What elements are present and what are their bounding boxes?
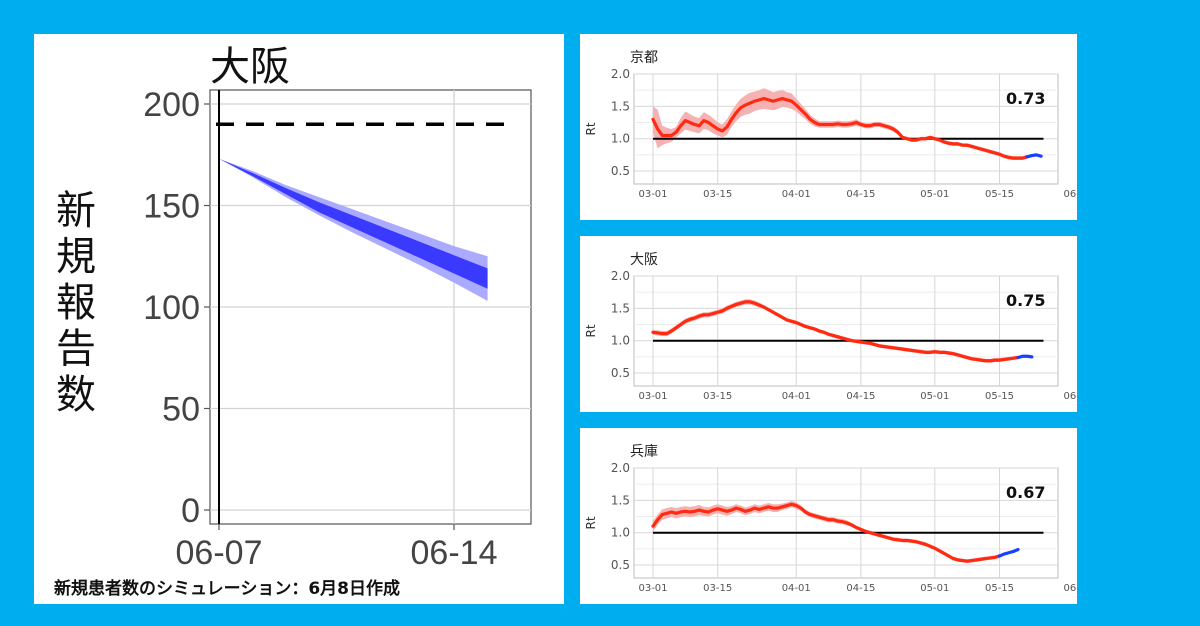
rt-y-tick-label: 1.5 bbox=[611, 99, 630, 113]
rt-latest-value: 0.67 bbox=[1006, 483, 1045, 502]
rt-recent-line bbox=[1025, 153, 1043, 159]
rt-y-tick-label: 1.0 bbox=[611, 132, 630, 146]
main-chart-panel: 0 50 100 150 200 06-07 06-14 大阪新規報告数 新規患者数のシミュレ… bbox=[34, 34, 564, 604]
rt-panel-title: 京都 bbox=[630, 50, 658, 66]
y-tick-label: 200 bbox=[143, 86, 200, 124]
rt-y-tick-label: 2.0 bbox=[611, 67, 630, 81]
rt-x-tick-label: 06-01 bbox=[1064, 391, 1077, 402]
rt-x-tick-label: 04-01 bbox=[782, 583, 811, 594]
rt-x-tick-label: 03-15 bbox=[703, 391, 732, 402]
rt-panel-title: 大阪 bbox=[630, 252, 658, 268]
y-tick-label: 0 bbox=[181, 492, 200, 530]
rt-y-tick-label: 0.5 bbox=[611, 164, 630, 178]
rt-x-tick-label: 04-15 bbox=[846, 391, 875, 402]
rt-chart-hyogo: 兵庫 0.5 1.0 1.5 2.0 03-01 03-15 04-01 04-15 05-01 0… bbox=[584, 443, 1077, 594]
rt-x-tick-label: 06-01 bbox=[1064, 189, 1077, 200]
rt-x-tick-label: 04-01 bbox=[782, 391, 811, 402]
rt-panel-osaka: 大阪 0.5 1.0 1.5 2.0 03-01 03-15 04-01 04-15 05-01 0… bbox=[580, 236, 1077, 412]
rt-estimate-line bbox=[651, 96, 1029, 160]
y-axis-label: 新規報告数 bbox=[49, 189, 95, 419]
rt-x-tick-label: 05-15 bbox=[985, 391, 1014, 402]
rt-recent-line bbox=[1016, 354, 1034, 360]
rt-y-axis-label: Rt bbox=[584, 516, 598, 529]
rt-estimate-line bbox=[651, 300, 1020, 363]
rt-panel-hyogo: 兵庫 0.5 1.0 1.5 2.0 03-01 03-15 04-01 04-15 05-01 0… bbox=[580, 428, 1077, 604]
rt-latest-value: 0.75 bbox=[1006, 291, 1045, 310]
rt-y-tick-label: 1.0 bbox=[611, 526, 630, 540]
rt-panel-title: 兵庫 bbox=[630, 443, 658, 460]
rt-panel-kyoto: 京都 0.5 1.0 1.5 2.0 03-01 03-15 04-01 04-15 05-01 0… bbox=[580, 34, 1077, 220]
y-tick-label: 100 bbox=[143, 289, 200, 327]
rt-x-tick-label: 05-15 bbox=[985, 583, 1014, 594]
rt-y-axis-label: Rt bbox=[584, 122, 598, 135]
rt-chart-osaka: 大阪 0.5 1.0 1.5 2.0 03-01 03-15 04-01 04-15 05-01 0… bbox=[584, 252, 1077, 402]
y-tick-label: 150 bbox=[143, 188, 200, 226]
chart-caption: 新規患者数のシミュレーション：6月8日作成 bbox=[54, 579, 400, 599]
chart-title: 大阪 bbox=[210, 44, 290, 90]
rt-y-tick-label: 2.0 bbox=[611, 461, 630, 475]
rt-chart-kyoto: 京都 0.5 1.0 1.5 2.0 03-01 03-15 04-01 04-15 05-01 0… bbox=[584, 50, 1077, 200]
rt-y-tick-label: 1.0 bbox=[611, 334, 630, 348]
rt-x-tick-label: 05-15 bbox=[985, 189, 1014, 200]
rt-y-tick-label: 0.5 bbox=[611, 558, 630, 572]
rt-y-tick-label: 1.5 bbox=[611, 301, 630, 315]
rt-x-tick-label: 03-01 bbox=[638, 583, 667, 594]
rt-x-tick-label: 03-01 bbox=[638, 189, 667, 200]
rt-recent-line bbox=[997, 547, 1020, 558]
rt-latest-value: 0.73 bbox=[1006, 89, 1045, 108]
rt-x-tick-label: 05-01 bbox=[920, 391, 949, 402]
rt-uncertainty-band bbox=[653, 501, 1000, 564]
rt-estimate-line bbox=[651, 502, 1002, 563]
x-tick-label: 06-07 bbox=[176, 534, 263, 572]
inner-band bbox=[219, 158, 488, 289]
rt-y-tick-label: 0.5 bbox=[611, 366, 630, 380]
rt-x-tick-label: 03-15 bbox=[703, 583, 732, 594]
rt-x-tick-label: 04-01 bbox=[782, 189, 811, 200]
rt-x-tick-label: 04-15 bbox=[846, 189, 875, 200]
rt-x-tick-label: 05-01 bbox=[920, 583, 949, 594]
rt-y-axis-label: Rt bbox=[584, 324, 598, 337]
rt-x-tick-label: 05-01 bbox=[920, 189, 949, 200]
rt-y-tick-label: 2.0 bbox=[611, 269, 630, 283]
x-tick-label: 06-14 bbox=[411, 534, 498, 572]
rt-x-tick-label: 03-15 bbox=[703, 189, 732, 200]
rt-x-tick-label: 04-15 bbox=[846, 583, 875, 594]
rt-x-tick-label: 03-01 bbox=[638, 391, 667, 402]
rt-x-tick-label: 06-01 bbox=[1064, 583, 1077, 594]
rt-y-tick-label: 1.5 bbox=[611, 493, 630, 507]
y-tick-label: 50 bbox=[162, 391, 200, 429]
